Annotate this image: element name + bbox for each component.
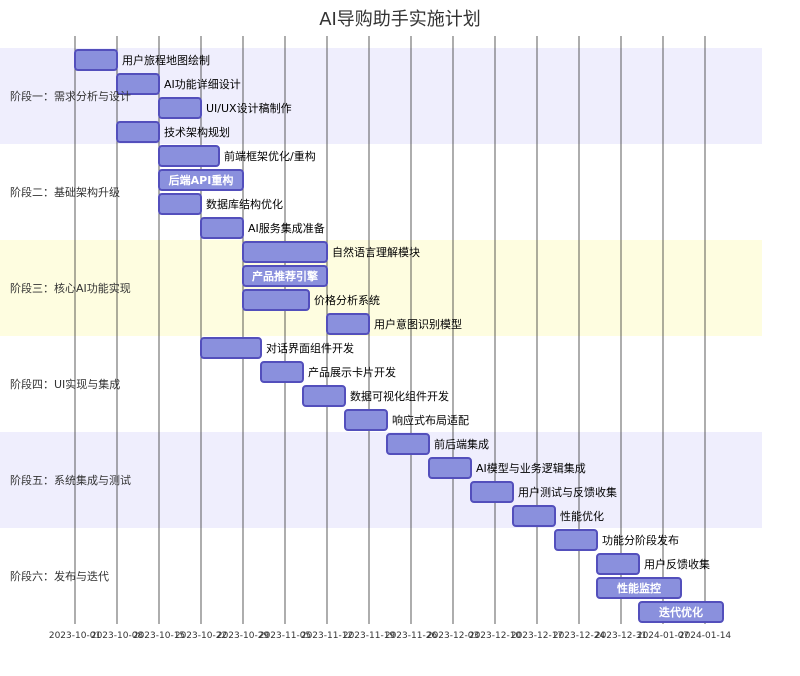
section-label: 阶段四：UI实现与集成 — [10, 377, 120, 391]
task-bar — [638, 601, 724, 623]
task-label: 技术架构规划 — [164, 125, 230, 139]
task-bar — [116, 73, 160, 95]
x-tick-label: 2023-12-17 — [511, 631, 563, 641]
task-label: 数据库结构优化 — [206, 197, 283, 211]
x-tick-label: 2023-10-22 — [175, 631, 227, 641]
task-label: 性能监控 — [617, 581, 661, 595]
x-tick-label: 2023-11-05 — [259, 631, 311, 641]
section-labels: 阶段一：需求分析与设计阶段二：基础架构升级阶段三：核心AI功能实现阶段四：UI实… — [10, 89, 131, 583]
task-bar — [200, 337, 262, 359]
x-axis-ticks: 2023-10-012023-10-082023-10-152023-10-22… — [49, 631, 732, 641]
task-label: 性能优化 — [560, 509, 604, 523]
task-bar — [242, 265, 328, 287]
task-bar — [158, 97, 202, 119]
task-bar — [242, 241, 328, 263]
task-label: 用户意图识别模型 — [374, 317, 462, 331]
task-label: 数据可视化组件开发 — [350, 389, 449, 403]
section-label: 阶段二：基础架构升级 — [10, 185, 120, 199]
x-tick-label: 2023-12-10 — [469, 631, 522, 641]
task-bar — [386, 433, 430, 455]
x-tick-label: 2023-10-08 — [91, 631, 144, 641]
x-tick-label: 2024-01-07 — [637, 631, 689, 641]
task-bar — [260, 361, 304, 383]
task-label: 产品推荐引擎 — [252, 269, 318, 283]
x-tick-label: 2023-10-15 — [133, 631, 185, 641]
x-tick-label: 2023-12-24 — [553, 631, 606, 641]
task-label: 后端API重构 — [169, 173, 234, 187]
task-label: 前后端集成 — [434, 437, 489, 451]
task-label: 功能分阶段发布 — [602, 533, 679, 547]
task-bar — [158, 145, 220, 167]
x-tick-label: 2023-10-01 — [49, 631, 101, 641]
task-label: 自然语言理解模块 — [332, 245, 420, 259]
section-label: 阶段一：需求分析与设计 — [10, 89, 131, 103]
section-label: 阶段三：核心AI功能实现 — [10, 281, 131, 295]
task-bar — [344, 409, 388, 431]
task-bar — [428, 457, 472, 479]
section-band — [0, 528, 762, 624]
x-tick-label: 2024-01-14 — [679, 631, 732, 641]
section-label: 阶段六：发布与迭代 — [10, 569, 109, 583]
task-label: AI功能详细设计 — [164, 77, 241, 91]
task-label: 用户旅程地图绘制 — [122, 53, 210, 67]
section-backgrounds — [0, 48, 762, 624]
x-tick-label: 2023-11-12 — [301, 631, 353, 641]
task-bar — [470, 481, 514, 503]
task-label: 迭代优化 — [659, 605, 703, 619]
task-label: 产品展示卡片开发 — [308, 365, 396, 379]
x-tick-label: 2023-12-31 — [595, 631, 647, 641]
x-tick-label: 2023-12-03 — [427, 631, 479, 641]
task-label: AI模型与业务逻辑集成 — [476, 461, 586, 475]
task-label: UI/UX设计稿制作 — [206, 101, 292, 115]
section-label: 阶段五：系统集成与测试 — [10, 473, 131, 487]
section-band — [0, 144, 762, 240]
task-bar — [242, 289, 310, 311]
task-label: 用户测试与反馈收集 — [518, 485, 617, 499]
task-bar — [116, 121, 160, 143]
task-label: 用户反馈收集 — [644, 557, 710, 571]
x-tick-label: 2023-11-19 — [343, 631, 396, 641]
task-label: AI服务集成准备 — [248, 221, 325, 235]
x-tick-label: 2023-10-29 — [217, 631, 270, 641]
task-bar — [158, 169, 244, 191]
x-tick-label: 2023-11-26 — [385, 631, 438, 641]
task-label: 对话界面组件开发 — [266, 341, 354, 355]
task-bar — [302, 385, 346, 407]
task-bars: 用户旅程地图绘制 AI功能详细设计 UI/UX设计稿制作技术架构规划前端框架优化/重… — [74, 49, 724, 623]
task-label: 价格分析系统 — [314, 293, 380, 307]
task-bar — [326, 313, 370, 335]
task-bar — [596, 577, 682, 599]
task-bar — [158, 193, 202, 215]
task-bar — [74, 49, 118, 71]
task-label: 响应式布局适配 — [392, 413, 469, 427]
task-label: 前端框架优化/重构 — [224, 149, 316, 163]
section-band — [0, 240, 762, 336]
chart-title: AI导购助手实施计划 — [319, 9, 481, 30]
task-bar — [200, 217, 244, 239]
task-bar — [596, 553, 640, 575]
section-band — [0, 432, 762, 528]
task-bar — [512, 505, 556, 527]
task-bar — [554, 529, 598, 551]
